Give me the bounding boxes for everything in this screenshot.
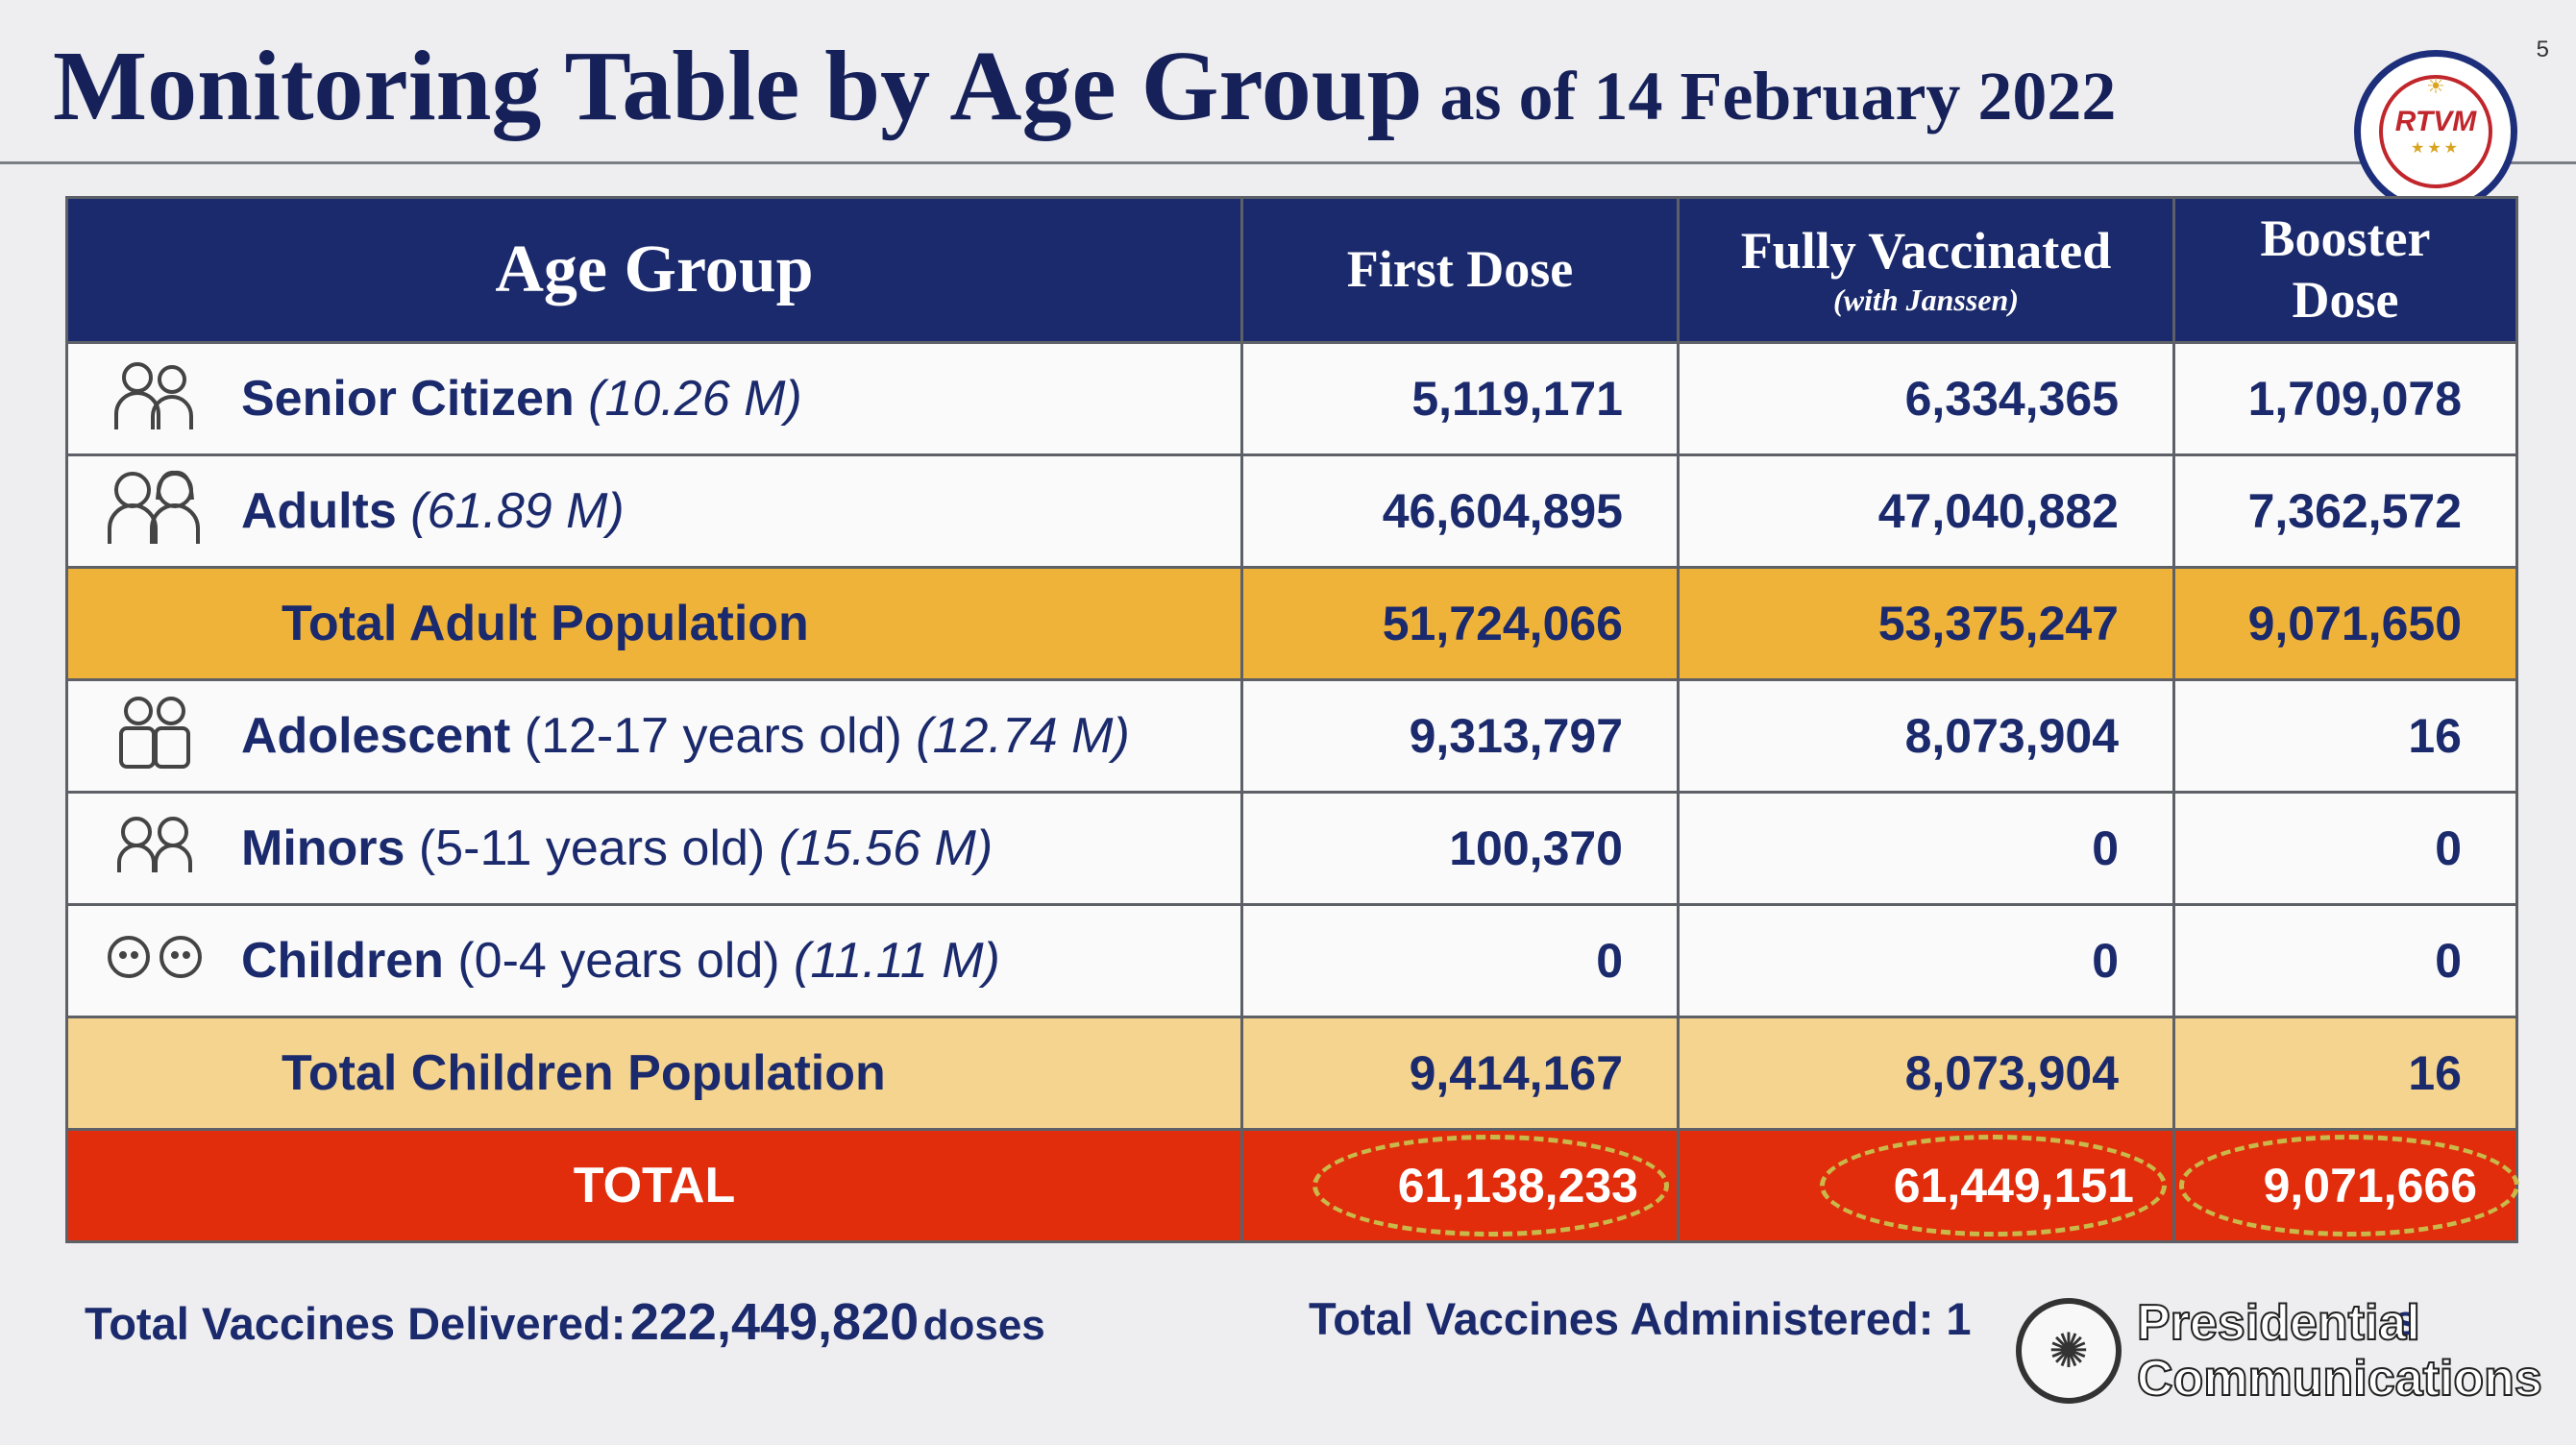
cell-first-dose: 51,724,066 (1240, 566, 1680, 681)
row-label-cell: Minors (5-11 years old) (15.56 M) (65, 791, 1243, 906)
row-age-range: (5-11 years old) (418, 820, 766, 876)
senior-citizen-icon (68, 355, 241, 444)
cell-fully-vaccinated: 8,073,904 (1677, 678, 2175, 794)
table-row-adults: Adults (61.89 M) 46,604,895 47,040,882 7… (65, 453, 2518, 569)
row-label: Adults (241, 483, 397, 539)
slide-title: Monitoring Table by Age Group as of 14 Fe… (53, 29, 2116, 143)
cell-booster: 16 (2172, 678, 2518, 794)
row-population: (11.11 M) (794, 933, 1000, 989)
row-label-cell: Total Adult Population (65, 566, 1243, 681)
cell-booster: 7,362,572 (2172, 453, 2518, 569)
cell-fully-vaccinated: 53,375,247 (1677, 566, 2175, 681)
delivered-label: Total Vaccines Delivered: (85, 1298, 626, 1349)
row-label: Minors (241, 820, 405, 876)
row-label-cell: Adults (61.89 M) (65, 453, 1243, 569)
stars-icon: ★★★ (2410, 140, 2462, 157)
cell-booster-total: 9,071,666 (2172, 1128, 2519, 1243)
title-divider (0, 161, 2576, 164)
row-label-cell: Total Children Population (65, 1016, 1243, 1131)
cell-fully-vaccinated: 0 (1677, 791, 2175, 906)
administered-unit: s (2393, 1297, 2418, 1344)
sun-icon: ☀ (2426, 74, 2445, 98)
cell-first-dose: 100,370 (1240, 791, 1680, 906)
cell-booster: 9,071,650 (2172, 566, 2518, 681)
header-first-dose: First Dose (1240, 196, 1680, 344)
header-booster-line2: Dose (2292, 271, 2399, 329)
row-label: Adolescent (241, 708, 511, 764)
header-age-group: Age Group (65, 196, 1243, 344)
cell-first-dose: 0 (1240, 903, 1680, 1018)
table-row-total: TOTAL 61,138,233 61,449,151 9,071,666 (65, 1128, 2519, 1243)
row-label: Children (241, 933, 444, 989)
highlight-ring (2179, 1135, 2519, 1237)
page-number: 5 (2536, 37, 2549, 62)
cell-fully-vaccinated: 6,334,365 (1677, 341, 2175, 456)
table-header-row: Age Group First Dose Fully Vaccinated (w… (65, 196, 2518, 344)
table-row-adolescent: Adolescent (12-17 years old) (12.74 M) 9… (65, 678, 2518, 794)
logo-inner-ring: RTVM ★★★ (2379, 75, 2492, 188)
row-population: (10.26 M) (588, 371, 802, 427)
cell-first-dose: 5,119,171 (1240, 341, 1680, 456)
cell-fully-vaccinated-total: 61,449,151 (1677, 1128, 2175, 1243)
header-fully-vaccinated-label: Fully Vaccinated (1740, 222, 2112, 281)
children-icon (68, 928, 241, 994)
adolescent-icon (68, 690, 241, 783)
adults-icon (68, 465, 241, 558)
table-row-senior-citizen: Senior Citizen (10.26 M) 5,119,171 6,334… (65, 341, 2518, 456)
header-booster-dose: Booster Dose (2172, 196, 2518, 344)
row-label-cell: Children (0-4 years old) (11.11 M) (65, 903, 1243, 1018)
cell-first-dose: 46,604,895 (1240, 453, 1680, 569)
row-label-cell: TOTAL (65, 1128, 1243, 1243)
watermark-line1: Presidential (2136, 1294, 2421, 1352)
row-label: Total Adult Population (282, 596, 809, 651)
table-row-minors: Minors (5-11 years old) (15.56 M) 100,37… (65, 791, 2518, 906)
table-row-total-adult: Total Adult Population 51,724,066 53,375… (65, 566, 2518, 681)
row-label: Senior Citizen (241, 371, 575, 427)
title-date: as of 14 February 2022 (1439, 58, 2117, 135)
logo-text: RTVM (2394, 106, 2477, 137)
row-age-range: (12-17 years old) (524, 708, 902, 764)
pcoo-seal-icon: ✺ (2016, 1298, 2122, 1405)
footer-delivered: Total Vaccines Delivered: 222,449,820 do… (85, 1292, 1045, 1352)
cell-booster: 1,709,078 (2172, 341, 2518, 456)
table-row-total-children: Total Children Population 9,414,167 8,07… (65, 1016, 2518, 1131)
cell-booster: 0 (2172, 791, 2518, 906)
row-age-range: (0-4 years old) (457, 933, 780, 989)
table-row-children: Children (0-4 years old) (11.11 M) 0 0 0 (65, 903, 2518, 1018)
cell-booster: 0 (2172, 903, 2518, 1018)
row-label: Total Children Population (282, 1045, 886, 1101)
row-population: (61.89 M) (410, 483, 625, 539)
cell-first-dose: 9,414,167 (1240, 1016, 1680, 1131)
delivered-unit: doses (922, 1302, 1045, 1349)
title-main: Monitoring Table by Age Group (53, 31, 1423, 141)
highlight-ring (1820, 1135, 2167, 1237)
rtvm-logo: ☀ RTVM ★★★ (2354, 50, 2517, 213)
monitoring-table: Age Group First Dose Fully Vaccinated (w… (65, 196, 2519, 1243)
footer-administered: Total Vaccines Administered: 1 s (1309, 1292, 2417, 1345)
row-label-cell: Adolescent (12-17 years old) (12.74 M) (65, 678, 1243, 794)
pcoo-watermark: ✺ Presidential Communications (2016, 1294, 2543, 1408)
delivered-value: 222,449,820 (629, 1293, 920, 1351)
cell-fully-vaccinated: 47,040,882 (1677, 453, 2175, 569)
cell-booster: 16 (2172, 1016, 2518, 1131)
highlight-ring (1313, 1135, 1669, 1237)
cell-fully-vaccinated: 0 (1677, 903, 2175, 1018)
watermark-line2: Communications (2136, 1350, 2543, 1408)
administered-label: Total Vaccines Administered: 1 (1309, 1293, 1972, 1344)
header-fully-vaccinated: Fully Vaccinated (with Janssen) (1677, 196, 2175, 344)
header-booster-line1: Booster (2260, 209, 2431, 268)
row-population: (15.56 M) (778, 820, 994, 876)
row-population: (12.74 M) (916, 708, 1130, 764)
cell-first-dose: 9,313,797 (1240, 678, 1680, 794)
cell-first-dose-total: 61,138,233 (1240, 1128, 1680, 1243)
row-label: TOTAL (573, 1158, 736, 1213)
header-fully-vaccinated-note: (with Janssen) (1833, 282, 2019, 317)
minors-icon (68, 809, 241, 889)
cell-fully-vaccinated: 8,073,904 (1677, 1016, 2175, 1131)
row-label-cell: Senior Citizen (10.26 M) (65, 341, 1243, 456)
